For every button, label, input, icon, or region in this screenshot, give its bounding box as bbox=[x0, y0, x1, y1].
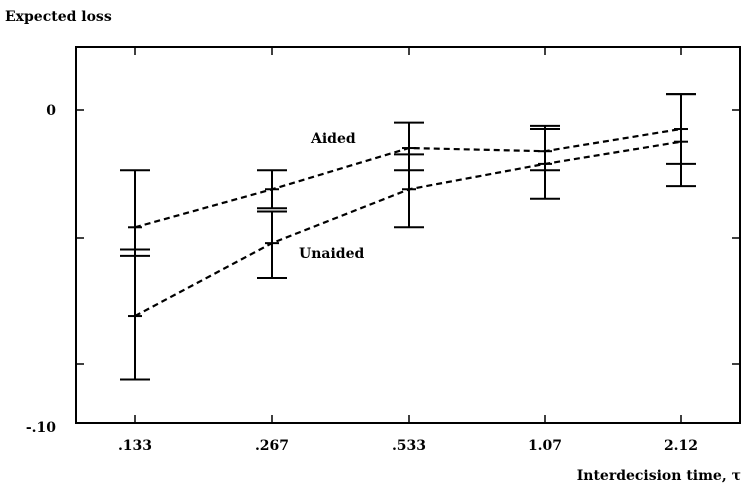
x-tick-labels: .133 .267 .533 1.07 2.12 bbox=[118, 438, 698, 454]
x-tick-label: .267 bbox=[255, 438, 289, 454]
x-tick-label: 2.12 bbox=[664, 438, 698, 454]
x-tick-label: .533 bbox=[392, 438, 426, 454]
plot-frame bbox=[75, 46, 741, 424]
y-axis-label: Expected loss bbox=[5, 9, 112, 25]
error-bars bbox=[120, 93, 696, 381]
data-points bbox=[128, 128, 688, 318]
axis-ticks bbox=[76, 47, 740, 423]
x-axis-label: Interdecision time, τ bbox=[577, 468, 741, 484]
y-tick-label-0: 0 bbox=[46, 103, 56, 119]
series-label-aided: Aided bbox=[310, 131, 356, 147]
y-tick-label-1: -.10 bbox=[26, 420, 56, 436]
series-label-unaided: Unaided bbox=[299, 246, 364, 262]
x-tick-label: 1.07 bbox=[528, 438, 562, 454]
x-tick-label: .133 bbox=[118, 438, 152, 454]
